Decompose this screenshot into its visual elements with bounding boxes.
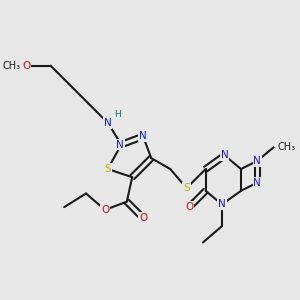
Text: N: N [116, 140, 124, 150]
Text: N: N [221, 150, 229, 161]
Text: S: S [104, 164, 111, 174]
Text: H: H [114, 110, 121, 118]
Text: N: N [254, 178, 261, 188]
Text: CH₃: CH₃ [278, 142, 296, 152]
Text: N: N [139, 131, 147, 141]
Text: O: O [185, 202, 194, 212]
Text: O: O [101, 205, 109, 215]
Text: N: N [254, 156, 261, 166]
Text: O: O [22, 61, 30, 71]
Text: N: N [218, 200, 226, 209]
Text: CH₃: CH₃ [2, 61, 20, 71]
Text: S: S [183, 183, 190, 193]
Text: O: O [139, 213, 147, 223]
Text: N: N [104, 118, 112, 128]
